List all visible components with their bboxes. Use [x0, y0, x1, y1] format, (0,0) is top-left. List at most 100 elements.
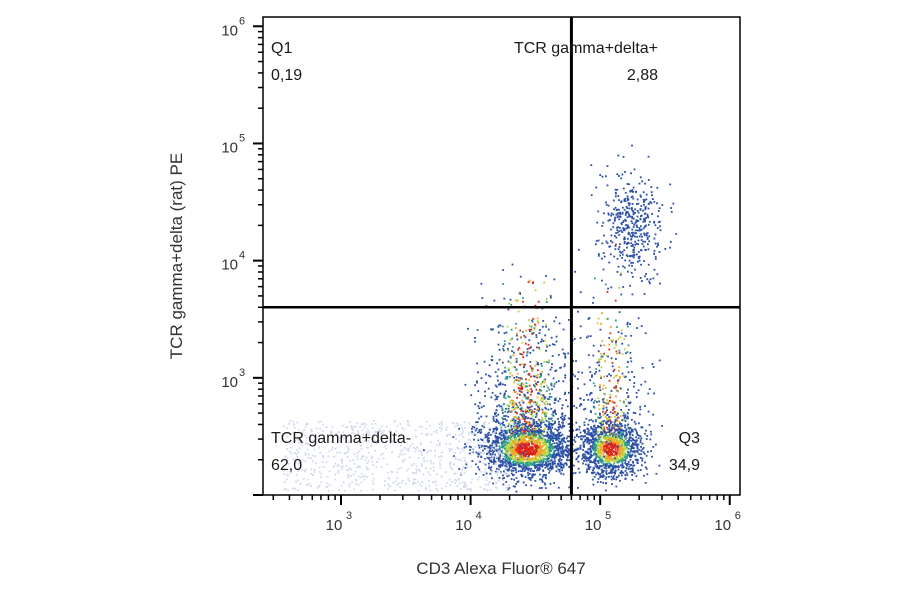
event-dot [595, 453, 597, 456]
event-dot [310, 468, 313, 471]
event-dot [548, 436, 551, 438]
event-dot [500, 429, 503, 432]
event-dot [592, 382, 595, 385]
event-dot [606, 443, 609, 446]
event-dot [543, 413, 546, 415]
event-dot [631, 428, 634, 431]
event-dot [620, 177, 623, 180]
event-dot [617, 331, 620, 333]
event-dot [543, 402, 546, 404]
event-dot [544, 396, 547, 399]
event-dot [476, 430, 479, 432]
event-dot [616, 173, 619, 176]
event-dot [483, 426, 486, 429]
event-dot [474, 384, 476, 387]
event-dot [565, 462, 568, 465]
event-dot [497, 413, 500, 416]
event-dot [579, 291, 582, 294]
event-dot [619, 438, 622, 441]
event-dot [534, 452, 536, 455]
event-dot [619, 455, 621, 458]
event-dot [539, 473, 541, 476]
event-dot [557, 400, 560, 403]
event-dot [605, 482, 608, 485]
event-dot [336, 465, 339, 467]
event-dot [533, 470, 535, 472]
event-dot [553, 482, 555, 484]
event-dot [609, 445, 612, 448]
event-dot [618, 208, 620, 211]
event-dot [541, 433, 544, 436]
event-dot [512, 420, 515, 423]
event-dot [524, 465, 527, 468]
event-dot [522, 383, 525, 386]
event-dot [538, 443, 541, 445]
event-dot [625, 446, 628, 449]
event-dot [633, 472, 636, 475]
event-dot [583, 457, 586, 459]
event-dot [525, 408, 527, 411]
event-dot [514, 436, 517, 439]
event-dot [421, 463, 423, 465]
event-dot [593, 428, 596, 431]
event-dot [617, 215, 619, 217]
event-dot [534, 424, 537, 427]
event-dot [480, 415, 483, 418]
event-dot [433, 430, 435, 433]
event-dot [613, 424, 616, 427]
event-dot [610, 432, 613, 435]
event-dot [353, 425, 356, 428]
event-dot [557, 468, 560, 471]
event-dot [536, 466, 538, 469]
event-dot [627, 202, 630, 204]
event-dot [361, 472, 363, 475]
event-dot [514, 459, 517, 461]
event-dot [644, 432, 646, 435]
event-dot [578, 471, 581, 474]
event-dot [331, 448, 334, 451]
event-dot [620, 408, 622, 411]
event-dot [581, 457, 584, 460]
event-dot [610, 286, 613, 289]
event-dot [576, 433, 578, 436]
event-dot [580, 438, 582, 440]
event-dot [630, 220, 633, 223]
event-dot [551, 426, 554, 429]
event-dot [514, 448, 517, 451]
event-dot [603, 445, 606, 448]
event-dot [394, 480, 397, 483]
event-dot [542, 340, 545, 342]
event-dot [283, 425, 285, 428]
event-dot [529, 433, 531, 436]
event-dot [621, 466, 624, 469]
event-dot [610, 442, 613, 444]
event-dot [513, 430, 515, 433]
event-dot [601, 429, 604, 432]
event-dot [537, 441, 539, 443]
event-dot [475, 472, 477, 475]
event-dot [520, 406, 523, 409]
event-dot [650, 202, 653, 204]
event-dot [511, 432, 514, 435]
event-dot [584, 435, 587, 437]
event-dot [536, 362, 539, 364]
event-dot [326, 439, 329, 442]
event-dot [519, 465, 522, 468]
event-dot [585, 438, 588, 441]
event-dot [611, 442, 614, 445]
event-dot [623, 449, 626, 451]
event-dot [520, 446, 523, 449]
event-dot [552, 414, 555, 417]
event-dot [621, 211, 624, 214]
event-dot [629, 470, 632, 473]
event-dot [610, 212, 613, 215]
event-dot [511, 350, 513, 352]
event-dot [646, 213, 649, 216]
event-dot [635, 436, 637, 439]
event-dot [503, 470, 505, 473]
event-dot [544, 417, 547, 420]
event-dot [536, 447, 538, 449]
event-dot [599, 439, 602, 441]
event-dot [494, 413, 496, 416]
event-dot [510, 328, 513, 331]
